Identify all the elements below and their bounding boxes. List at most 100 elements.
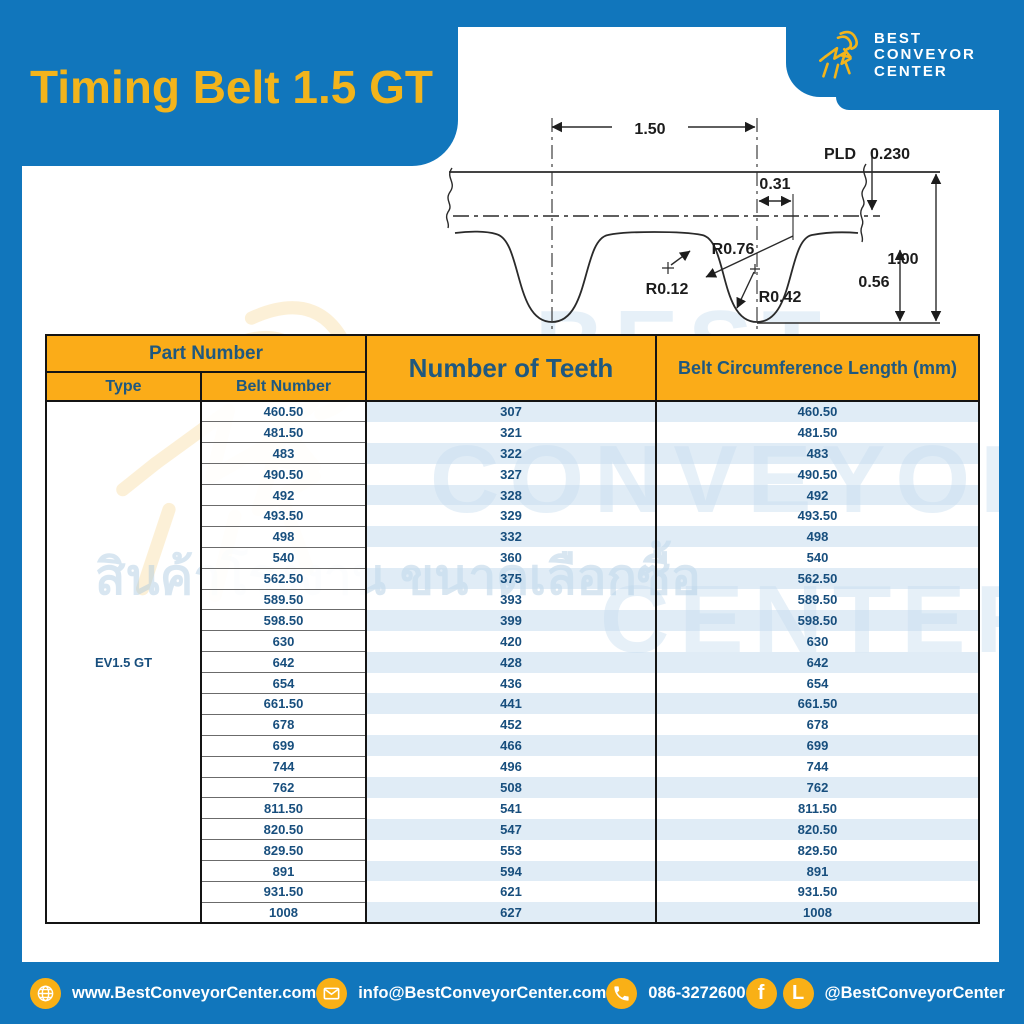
table-row: 498 332 498 <box>46 525 980 548</box>
table-row: 744 496 744 <box>46 755 980 778</box>
table-row: 562.50 375 562.50 <box>46 567 980 590</box>
teeth-cell: 547 <box>366 818 657 840</box>
table-row: 493.50 329 493.50 <box>46 504 980 527</box>
belt-number-cell: 811.50 <box>200 797 367 820</box>
length-cell: 744 <box>656 756 980 778</box>
table-row: 589.50 393 589.50 <box>46 588 980 611</box>
length-cell: 1008 <box>656 902 980 925</box>
length-cell: 654 <box>656 672 980 694</box>
belt-number-cell: 661.50 <box>200 692 367 715</box>
table-row: 762 508 762 <box>46 776 980 799</box>
footer-website: www.BestConveyorCenter.com <box>30 977 317 1009</box>
table-row: 931.50 621 931.50 <box>46 880 980 903</box>
teeth-cell: 307 <box>366 401 657 422</box>
table-row: 678 452 678 <box>46 713 980 736</box>
belt-number-cell: 498 <box>200 525 367 548</box>
logo-banner: BEST CONVEYOR CENTER <box>786 0 1024 97</box>
teeth-cell: 329 <box>366 505 657 527</box>
belt-profile <box>454 230 859 323</box>
table-row: 490.50 327 490.50 <box>46 463 980 486</box>
belt-number-cell: 931.50 <box>200 880 367 903</box>
teeth-cell: 496 <box>366 756 657 778</box>
break-line-left <box>445 167 453 229</box>
belt-number-cell: 540 <box>200 546 367 569</box>
footer-bar: www.BestConveyorCenter.com info@BestConv… <box>0 962 1024 1024</box>
belt-number-cell: 493.50 <box>200 504 367 527</box>
table-row: 891 594 891 <box>46 860 980 882</box>
teeth-cell: 627 <box>366 902 657 925</box>
length-cell: 493.50 <box>656 505 980 527</box>
facebook-icon: f <box>745 977 777 1009</box>
belt-number-cell: 630 <box>200 630 367 653</box>
length-cell: 460.50 <box>656 401 980 422</box>
logo-text-line2: CONVEYOR <box>874 46 976 64</box>
table-row: EV1.5 GT 460.50 307 460.50 <box>45 400 980 925</box>
dim-pld-label: PLD <box>824 146 856 163</box>
footer-email-text: info@BestConveyorCenter.com <box>358 983 607 1002</box>
belt-number-cell: 642 <box>200 651 367 674</box>
line-icon: L <box>782 977 814 1009</box>
table-row: 483 322 483 <box>46 442 980 465</box>
length-cell: 661.50 <box>656 693 980 715</box>
belt-number-cell: 654 <box>200 672 367 694</box>
belt-number-cell: 483 <box>200 442 367 465</box>
page-title: Timing Belt 1.5 GT <box>30 61 433 113</box>
table-row: 630 420 630 <box>46 630 980 653</box>
footer-website-text: www.BestConveyorCenter.com <box>72 983 317 1002</box>
table-row: 481.50 321 481.50 <box>46 421 980 444</box>
phone-icon <box>606 977 638 1009</box>
length-cell: 820.50 <box>656 818 980 840</box>
teeth-cell: 428 <box>366 651 657 673</box>
header-belt-number: Belt Number <box>200 371 367 402</box>
table-row: 829.50 553 829.50 <box>46 839 980 862</box>
teeth-cell: 436 <box>366 672 657 694</box>
table-row: 1008 627 1008 <box>46 901 980 925</box>
length-cell: 540 <box>656 547 980 569</box>
table-row: 492 328 492 <box>46 484 980 506</box>
belt-spec-table: Part Number Number of Teeth Belt Circumf… <box>45 334 980 925</box>
teeth-cell: 332 <box>366 526 657 548</box>
dim-tooth-depth: 0.56 <box>858 274 889 291</box>
length-cell: 811.50 <box>656 797 980 819</box>
table-row: 811.50 541 811.50 <box>46 797 980 820</box>
table-row: 642 428 642 <box>46 651 980 674</box>
dim-radius-tip: R0.12 <box>646 281 689 298</box>
header-part-number: Part Number <box>45 334 367 373</box>
mail-icon <box>316 977 348 1009</box>
belt-number-cell: 678 <box>200 713 367 736</box>
length-cell: 562.50 <box>656 568 980 590</box>
belt-number-cell: 762 <box>200 776 367 799</box>
teeth-cell: 621 <box>366 881 657 903</box>
goat-icon <box>819 30 858 79</box>
teeth-cell: 328 <box>366 484 657 506</box>
teeth-cell: 399 <box>366 609 657 631</box>
header-number-of-teeth: Number of Teeth <box>365 334 657 402</box>
belt-number-cell: 460.50 <box>200 400 367 423</box>
belt-number-cell: 598.50 <box>200 609 367 632</box>
dim-tooth-width: 0.31 <box>759 176 790 193</box>
dim-pld-value: 0.230 <box>870 146 910 163</box>
table-row: 540 360 540 <box>46 546 980 569</box>
frame-right <box>999 0 1024 1024</box>
logo-text: BEST CONVEYOR CENTER <box>874 31 976 80</box>
footer-phone-text: 086-3272600 <box>648 983 746 1002</box>
length-cell: 589.50 <box>656 589 980 610</box>
teeth-cell: 327 <box>366 463 657 485</box>
table-row: 661.50 441 661.50 <box>46 692 980 715</box>
belt-number-cell: 490.50 <box>200 463 367 486</box>
belt-number-cell: 891 <box>200 860 367 882</box>
logo-banner-step <box>836 97 1024 110</box>
dim-radius-flank: R0.76 <box>712 241 755 258</box>
length-cell: 492 <box>656 484 980 506</box>
belt-profile-drawing: 1.50 0.31 PLD 0.230 1.00 0.56 R0.76 R0.1… <box>445 118 942 345</box>
table-row: 820.50 547 820.50 <box>46 818 980 841</box>
teeth-cell: 466 <box>366 735 657 757</box>
length-cell: 762 <box>656 777 980 798</box>
teeth-cell: 594 <box>366 860 657 882</box>
footer-phone: 086-3272600 <box>606 977 746 1009</box>
footer-email: info@BestConveyorCenter.com <box>316 977 607 1009</box>
length-cell: 483 <box>656 442 980 464</box>
teeth-cell: 375 <box>366 568 657 590</box>
belt-table-body: EV1.5 GT 460.50 307 460.50 481.50 321 481.50 48… <box>45 400 980 925</box>
